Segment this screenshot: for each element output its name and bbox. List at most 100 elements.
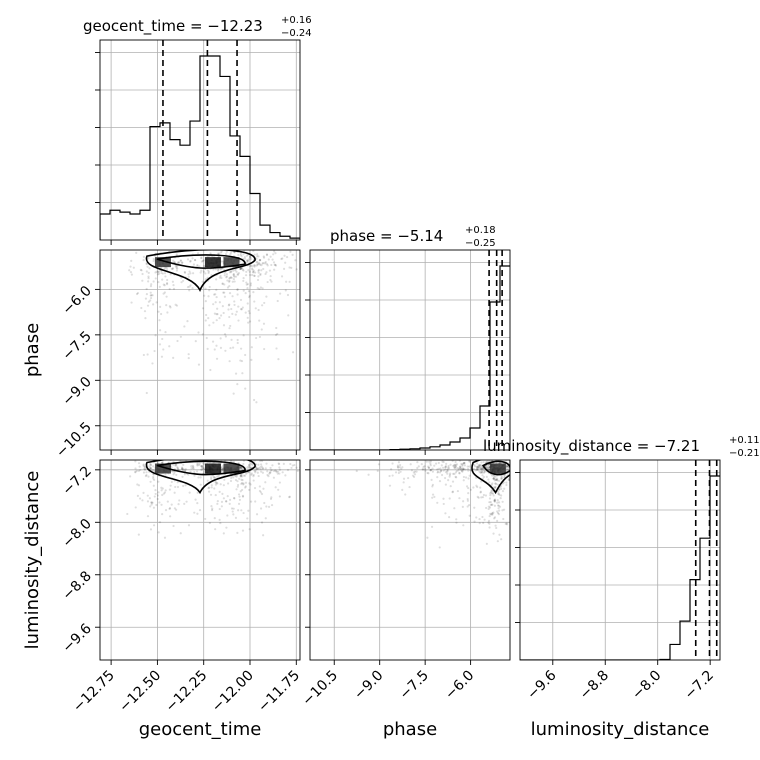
sample-point [281, 257, 284, 260]
sample-point [493, 499, 496, 502]
sample-point [240, 466, 243, 470]
sample-point [505, 465, 508, 468]
sample-point [128, 269, 131, 272]
sample-point [246, 316, 249, 319]
sample-point [148, 497, 151, 500]
sample-point [219, 274, 222, 278]
sample-point [204, 287, 207, 290]
sample-point [230, 338, 233, 341]
sample-point [479, 465, 482, 468]
sample-point [478, 464, 481, 467]
sample-point [254, 307, 257, 310]
sample-point [161, 278, 164, 281]
sample-point [147, 277, 150, 280]
sample-point [176, 466, 179, 469]
sample-point [452, 464, 456, 467]
sample-point [197, 476, 200, 479]
sample-point [202, 270, 206, 273]
sample-point [161, 512, 164, 516]
sample-point [426, 536, 429, 539]
sample-point [169, 306, 172, 309]
sample-point [172, 259, 175, 262]
sample-point [459, 467, 462, 470]
sample-point [413, 470, 417, 473]
sample-point [276, 332, 279, 336]
sample-point [451, 460, 454, 462]
sample-point [204, 272, 207, 275]
sample-point [262, 534, 265, 537]
sample-point [251, 463, 254, 466]
sample-point [224, 253, 228, 256]
sample-point [247, 258, 251, 261]
sample-point [454, 475, 457, 478]
sample-point [453, 465, 456, 469]
sample-point [506, 465, 509, 468]
sample-point [163, 491, 167, 494]
sample-point [157, 272, 161, 275]
sample-point [496, 478, 499, 481]
density-cell [154, 257, 171, 268]
sample-point [156, 273, 159, 276]
sample-point [267, 258, 270, 261]
sample-point [145, 457, 147, 459]
sample-point [265, 271, 268, 274]
sample-point [476, 485, 479, 489]
sample-point [180, 466, 184, 469]
sample-point [257, 275, 260, 278]
sample-point [259, 273, 262, 277]
sample-point [459, 467, 462, 470]
sample-point [239, 298, 243, 302]
sample-point [442, 457, 444, 459]
y-tick-label: −6.0 [59, 283, 94, 318]
sample-point [177, 247, 179, 249]
sample-point [256, 262, 259, 266]
sample-point [497, 513, 500, 516]
y-tick-label: −10.5 [53, 419, 95, 461]
sample-point [205, 313, 208, 317]
sample-point [253, 265, 256, 268]
sample-point [259, 466, 262, 469]
x-tick-label: −10.5 [299, 668, 341, 710]
sample-point [431, 493, 435, 496]
sample-point [234, 474, 237, 477]
sample-point [206, 347, 209, 350]
sample-point [510, 469, 512, 471]
sample-point [246, 286, 249, 290]
sample-point [261, 304, 264, 307]
sample-point [442, 497, 445, 500]
sample-point [513, 469, 515, 471]
sample-point [409, 463, 412, 466]
sample-point [159, 305, 162, 308]
sample-point [169, 515, 172, 518]
sample-point [226, 495, 229, 498]
sample-point [200, 269, 203, 272]
sample-point [262, 261, 265, 265]
sample-point [237, 502, 241, 505]
sample-point [468, 514, 471, 517]
sample-point [261, 287, 264, 290]
sample-point [236, 485, 239, 488]
sample-point [259, 286, 262, 289]
sample-point [184, 468, 187, 471]
sample-point [216, 499, 219, 503]
sample-point [274, 333, 278, 337]
sample-point [475, 484, 478, 487]
sample-point [454, 460, 457, 464]
sample-point [437, 461, 440, 465]
sample-point [149, 462, 152, 465]
sample-point [152, 484, 155, 487]
sample-point [220, 500, 224, 503]
sample-point [283, 254, 286, 257]
sample-point [213, 348, 216, 351]
sample-point [196, 252, 200, 255]
sample-point [501, 509, 504, 512]
sample-point [148, 467, 152, 470]
sample-point [428, 460, 431, 463]
axis-texts: geocent_time phase luminosity_distance p… [22, 15, 760, 740]
sample-point [466, 499, 470, 502]
sample-point [218, 301, 221, 304]
panel-content [100, 40, 300, 240]
sample-point [148, 465, 151, 468]
sample-point [484, 494, 488, 497]
sample-point [193, 471, 196, 474]
